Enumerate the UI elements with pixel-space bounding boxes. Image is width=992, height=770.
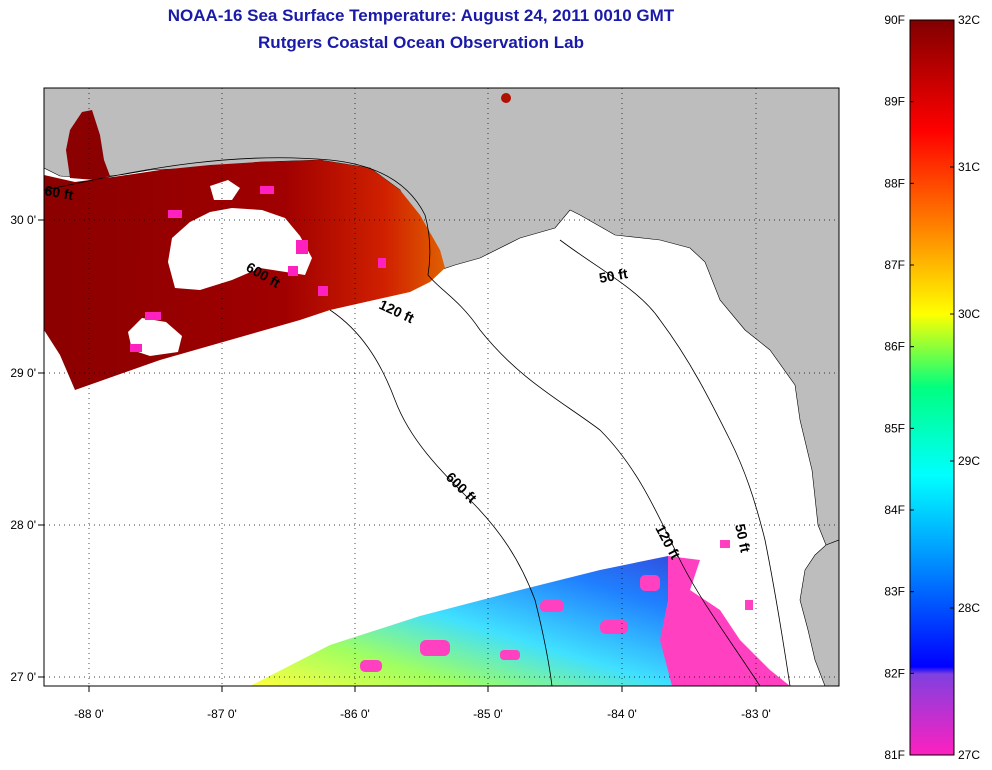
map-subtitle: Rutgers Coastal Ocean Observation Lab <box>258 33 584 52</box>
lon-label: -84 0' <box>607 707 637 721</box>
colorbar-fahrenheit-label: 88F <box>884 176 905 190</box>
colorbar-celsius-label: 27C <box>958 748 980 762</box>
colorbar-fahrenheit-label: 84F <box>884 503 905 517</box>
colorbar-fahrenheit-label: 85F <box>884 421 905 435</box>
lon-label: -86 0' <box>340 707 370 721</box>
colorbar-fahrenheit-labels: 90F 89F 88F 87F 86F 85F 84F 83F 82F 81F <box>884 13 905 762</box>
cloud-gap-north <box>210 180 240 200</box>
bathymetry-contours <box>44 157 791 686</box>
contour-label-50ft-south: 50 ft <box>732 522 754 554</box>
cool-sst-swath <box>250 556 672 686</box>
cloud-edge-peninsula <box>660 556 790 686</box>
axis-ticks <box>38 219 757 692</box>
colorbar-celsius-labels: 32C 31C 30C 29C 28C 27C <box>958 13 980 762</box>
lat-label: 29 0' <box>10 366 36 380</box>
lat-label: 30 0' <box>10 213 36 227</box>
colorbar-fahrenheit-label: 89F <box>884 95 905 109</box>
colorbar-celsius-label: 30C <box>958 307 980 321</box>
colorbar-fahrenheit-label: 83F <box>884 585 905 599</box>
colorbar <box>909 19 955 756</box>
colorbar-celsius-label: 29C <box>958 454 980 468</box>
lat-label: 27 0' <box>10 670 36 684</box>
colorbar-fahrenheit-label: 86F <box>884 340 905 354</box>
cool-swath-speckles <box>360 540 753 672</box>
colorbar-celsius-label: 32C <box>958 13 980 27</box>
lon-label: -88 0' <box>74 707 104 721</box>
contour-label-60ft: 60 ft <box>43 182 74 203</box>
inland-sst-blob <box>501 93 511 103</box>
colorbar-celsius-label: 31C <box>958 160 980 174</box>
lat-label: 28 0' <box>10 518 36 532</box>
map-title: NOAA-16 Sea Surface Temperature: August … <box>167 6 675 25</box>
colorbar-fahrenheit-label: 87F <box>884 258 905 272</box>
colorbar-fahrenheit-label: 81F <box>884 748 905 762</box>
mobile-bay-sst <box>66 110 110 180</box>
lon-label: -87 0' <box>207 707 237 721</box>
cloud-gap <box>168 208 312 290</box>
cloud-edge-speckles <box>130 186 386 352</box>
lon-label: -83 0' <box>741 707 771 721</box>
colorbar-fahrenheit-label: 82F <box>884 666 905 680</box>
colorbar-fahrenheit-label: 90F <box>884 13 905 27</box>
land-peninsula <box>799 539 839 686</box>
colorbar-ticks <box>910 19 954 756</box>
colorbar-celsius-label: 28C <box>958 601 980 615</box>
lon-label: -85 0' <box>473 707 503 721</box>
contour-label-50ft: 50 ft <box>598 265 629 286</box>
